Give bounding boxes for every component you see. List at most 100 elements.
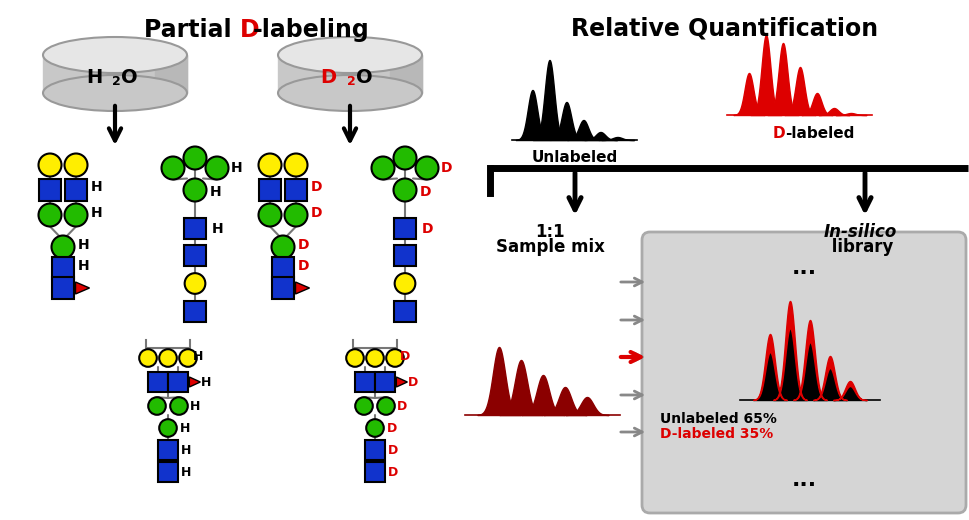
Text: H: H xyxy=(190,399,201,412)
Circle shape xyxy=(171,397,188,415)
Text: D: D xyxy=(772,126,785,141)
Text: O: O xyxy=(356,68,373,86)
Bar xyxy=(278,55,422,93)
Text: D: D xyxy=(441,161,452,175)
Circle shape xyxy=(356,397,373,415)
Text: H: H xyxy=(90,206,102,220)
Text: H: H xyxy=(211,222,223,236)
Polygon shape xyxy=(189,377,201,387)
Text: 1:1: 1:1 xyxy=(535,223,565,241)
Circle shape xyxy=(148,397,166,415)
Text: D: D xyxy=(297,259,309,273)
Circle shape xyxy=(387,349,404,367)
Bar xyxy=(184,301,206,322)
FancyBboxPatch shape xyxy=(642,232,966,513)
Text: H: H xyxy=(202,375,211,388)
Text: Partial: Partial xyxy=(144,18,240,42)
Bar xyxy=(43,55,187,93)
Text: D: D xyxy=(420,185,431,199)
Circle shape xyxy=(285,153,307,176)
Bar xyxy=(394,244,416,266)
Bar xyxy=(184,244,206,266)
Bar xyxy=(158,462,178,482)
Bar xyxy=(285,179,307,201)
Circle shape xyxy=(346,349,363,367)
Circle shape xyxy=(51,236,75,258)
Text: D-labeled 35%: D-labeled 35% xyxy=(660,427,773,441)
Ellipse shape xyxy=(43,75,187,111)
Circle shape xyxy=(259,153,282,176)
Text: D: D xyxy=(310,180,322,194)
Text: H: H xyxy=(180,422,190,435)
Text: Sample mix: Sample mix xyxy=(495,238,605,256)
Text: H: H xyxy=(78,238,89,252)
Bar xyxy=(39,179,61,201)
Polygon shape xyxy=(296,282,309,294)
Polygon shape xyxy=(396,377,407,387)
Text: -labeling: -labeling xyxy=(253,18,370,42)
Text: D: D xyxy=(422,222,433,236)
Text: Unlabeled: Unlabeled xyxy=(532,150,618,165)
Text: ...: ... xyxy=(792,258,817,278)
Text: H: H xyxy=(90,180,102,194)
Bar xyxy=(365,462,385,482)
Circle shape xyxy=(393,178,417,202)
Circle shape xyxy=(366,349,384,367)
Bar xyxy=(259,179,281,201)
Text: Unlabeled 65%: Unlabeled 65% xyxy=(660,412,777,426)
Text: H: H xyxy=(87,68,103,86)
Text: 2: 2 xyxy=(112,74,121,87)
Text: D: D xyxy=(408,375,419,388)
Text: H: H xyxy=(209,185,221,199)
Text: O: O xyxy=(121,68,138,86)
Circle shape xyxy=(140,349,157,367)
Circle shape xyxy=(185,273,205,294)
Circle shape xyxy=(377,397,394,415)
Text: H: H xyxy=(231,161,242,175)
Bar xyxy=(65,179,87,201)
Text: H: H xyxy=(78,259,89,273)
Circle shape xyxy=(39,153,61,176)
Bar xyxy=(272,277,294,299)
Circle shape xyxy=(159,419,176,437)
Bar xyxy=(52,277,74,299)
Text: D: D xyxy=(389,444,398,457)
Circle shape xyxy=(271,236,295,258)
Ellipse shape xyxy=(278,75,422,111)
Text: H: H xyxy=(193,349,203,362)
Text: H: H xyxy=(181,444,192,457)
Circle shape xyxy=(285,203,307,227)
Text: H: H xyxy=(181,465,192,478)
Circle shape xyxy=(416,157,439,179)
Text: D: D xyxy=(240,18,260,42)
Text: -labeled: -labeled xyxy=(785,126,855,141)
Circle shape xyxy=(179,349,197,367)
Text: D: D xyxy=(310,206,322,220)
Bar xyxy=(356,372,375,392)
Circle shape xyxy=(205,157,229,179)
Text: D: D xyxy=(400,349,410,362)
Circle shape xyxy=(394,273,416,294)
Circle shape xyxy=(39,203,61,227)
Text: D: D xyxy=(389,465,398,478)
Text: library: library xyxy=(827,238,893,256)
Circle shape xyxy=(162,157,184,179)
Bar xyxy=(148,372,168,392)
Text: D: D xyxy=(320,68,336,86)
Text: In-silico: In-silico xyxy=(824,223,896,241)
Bar xyxy=(52,257,74,279)
Text: D: D xyxy=(297,238,309,252)
Text: D: D xyxy=(387,422,397,435)
Circle shape xyxy=(183,147,206,170)
Bar xyxy=(365,440,385,460)
Bar xyxy=(158,440,178,460)
Bar xyxy=(390,55,422,93)
Bar xyxy=(169,372,188,392)
Circle shape xyxy=(366,419,384,437)
Text: Relative Quantification: Relative Quantification xyxy=(572,16,879,40)
Bar xyxy=(394,217,416,239)
Circle shape xyxy=(371,157,394,179)
Circle shape xyxy=(259,203,282,227)
Circle shape xyxy=(159,349,176,367)
Circle shape xyxy=(65,153,87,176)
